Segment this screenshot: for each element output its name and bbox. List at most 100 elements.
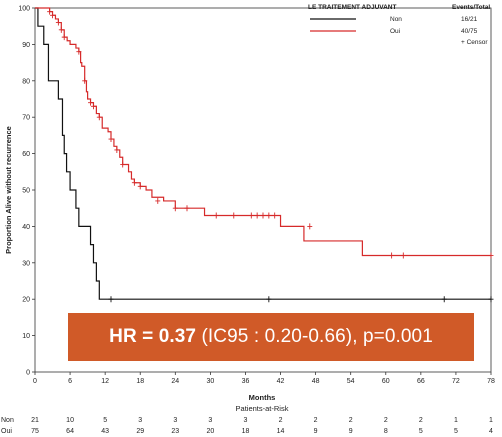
risk-value: 9 — [349, 428, 353, 435]
legend-stat-non: 16/21 — [461, 16, 478, 23]
risk-value: 2 — [314, 417, 318, 424]
x-tick-label: 36 — [242, 378, 250, 385]
risk-value: 20 — [206, 428, 214, 435]
x-axis-title: Months — [249, 393, 276, 402]
y-tick-label: 80 — [22, 78, 30, 85]
risk-value: 4 — [489, 428, 493, 435]
x-tick-label: 30 — [206, 378, 214, 385]
risk-value: 1 — [489, 417, 493, 424]
risk-value: 10 — [66, 417, 74, 424]
x-tick-label: 54 — [347, 378, 355, 385]
x-tick-label: 6 — [68, 378, 72, 385]
risk-value: 5 — [103, 417, 107, 424]
risk-value: 21 — [31, 417, 39, 424]
survival-line-non — [35, 7, 491, 300]
censor-mark-oui — [50, 12, 56, 19]
y-tick-label: 0 — [26, 370, 30, 377]
censor-marks — [47, 8, 494, 303]
censor-mark-oui — [231, 212, 237, 219]
censor-mark-oui — [137, 183, 143, 190]
y-tick-label: 50 — [22, 188, 30, 195]
y-tick-label: 90 — [22, 42, 30, 49]
censor-mark-oui — [254, 212, 260, 219]
x-tick-label: 78 — [487, 378, 495, 385]
risk-value: 14 — [277, 428, 285, 435]
censor-mark-oui — [260, 212, 266, 219]
x-tick-label: 42 — [277, 378, 285, 385]
censor-mark-oui — [272, 212, 278, 219]
y-tick-label: 100 — [18, 6, 30, 13]
legend-title: LE TRAITEMENT ADJUVANT — [308, 4, 397, 11]
x-tick-label: 18 — [136, 378, 144, 385]
y-tick-label: 60 — [22, 151, 30, 158]
y-axis-title: Proportion Alive without recurrence — [4, 126, 13, 254]
risk-value: 9 — [314, 428, 318, 435]
risk-row-label: Oui — [1, 428, 12, 435]
censor-mark-oui — [82, 77, 88, 84]
risk-value: 2 — [384, 417, 388, 424]
risk-row-label: Non — [1, 417, 14, 424]
risk-value: 2 — [349, 417, 353, 424]
hazard-ratio-annotation: HR = 0.37 (IC95 : 0.20-0.66), p=0.001 — [68, 313, 474, 361]
censor-mark-oui — [307, 223, 313, 230]
hazard-ratio-ci: (IC95 : 0.20-0.66), p=0.001 — [196, 326, 433, 347]
censor-mark-oui — [76, 48, 82, 55]
censor-mark-oui — [248, 212, 254, 219]
survival-curves — [35, 7, 491, 300]
risk-value: 75 — [31, 428, 39, 435]
y-tick-label: 40 — [22, 224, 30, 231]
y-tick-label: 30 — [22, 260, 30, 267]
legend-stats-header: Events/Total — [452, 4, 490, 11]
censor-mark-oui — [108, 136, 114, 143]
censor-mark-oui — [61, 34, 67, 41]
censor-mark-oui — [120, 161, 126, 168]
censor-mark-oui — [88, 99, 94, 106]
y-tick-label: 70 — [22, 115, 30, 122]
legend-label-oui: Oui — [390, 28, 400, 35]
censor-mark-non — [108, 296, 114, 303]
risk-value: 2 — [419, 417, 423, 424]
censor-mark-oui — [184, 205, 190, 212]
censor-mark-oui — [213, 212, 219, 219]
x-tick-label: 0 — [33, 378, 37, 385]
censor-mark-oui — [266, 212, 272, 219]
risk-value: 3 — [244, 417, 248, 424]
risk-value: 3 — [173, 417, 177, 424]
legend: LE TRAITEMENT ADJUVANT Events/Total Non … — [308, 4, 490, 46]
censor-mark-oui — [47, 8, 53, 15]
censor-mark-oui — [58, 26, 64, 33]
censor-mark-oui — [172, 205, 178, 212]
censor-mark-oui — [55, 19, 61, 26]
tick-group: 0 10 20 30 40 50 60 70 80 90 100 0 6 12 18 24 30 36 42 48 54… — [18, 6, 495, 386]
risk-value: 29 — [136, 428, 144, 435]
risk-value: 64 — [66, 428, 74, 435]
censor-mark-oui — [131, 179, 137, 186]
censor-mark-oui — [488, 252, 494, 259]
censor-mark-oui — [96, 114, 102, 121]
censor-mark-oui — [155, 197, 161, 204]
censor-mark-non — [266, 296, 272, 303]
risk-value: 3 — [208, 417, 212, 424]
y-tick-label: 20 — [22, 297, 30, 304]
censor-mark-oui — [389, 252, 395, 259]
x-tick-label: 66 — [417, 378, 425, 385]
risk-value: 5 — [419, 428, 423, 435]
censor-mark-oui — [114, 146, 120, 153]
risk-value: 5 — [454, 428, 458, 435]
y-tick-label: 10 — [22, 333, 30, 340]
x-tick-label: 72 — [452, 378, 460, 385]
risk-value: 43 — [101, 428, 109, 435]
risk-value: 1 — [454, 417, 458, 424]
risk-value: 23 — [171, 428, 179, 435]
hazard-ratio-value: HR = 0.37 — [109, 326, 197, 347]
censor-mark-oui — [400, 252, 406, 259]
censor-mark-non — [441, 296, 447, 303]
x-tick-label: 24 — [171, 378, 179, 385]
censor-mark-non — [488, 296, 494, 303]
risk-value: 3 — [138, 417, 142, 424]
risk-value: 2 — [279, 417, 283, 424]
legend-label-non: Non — [390, 16, 402, 23]
risk-table-title: Patients-at-Risk — [236, 404, 289, 413]
